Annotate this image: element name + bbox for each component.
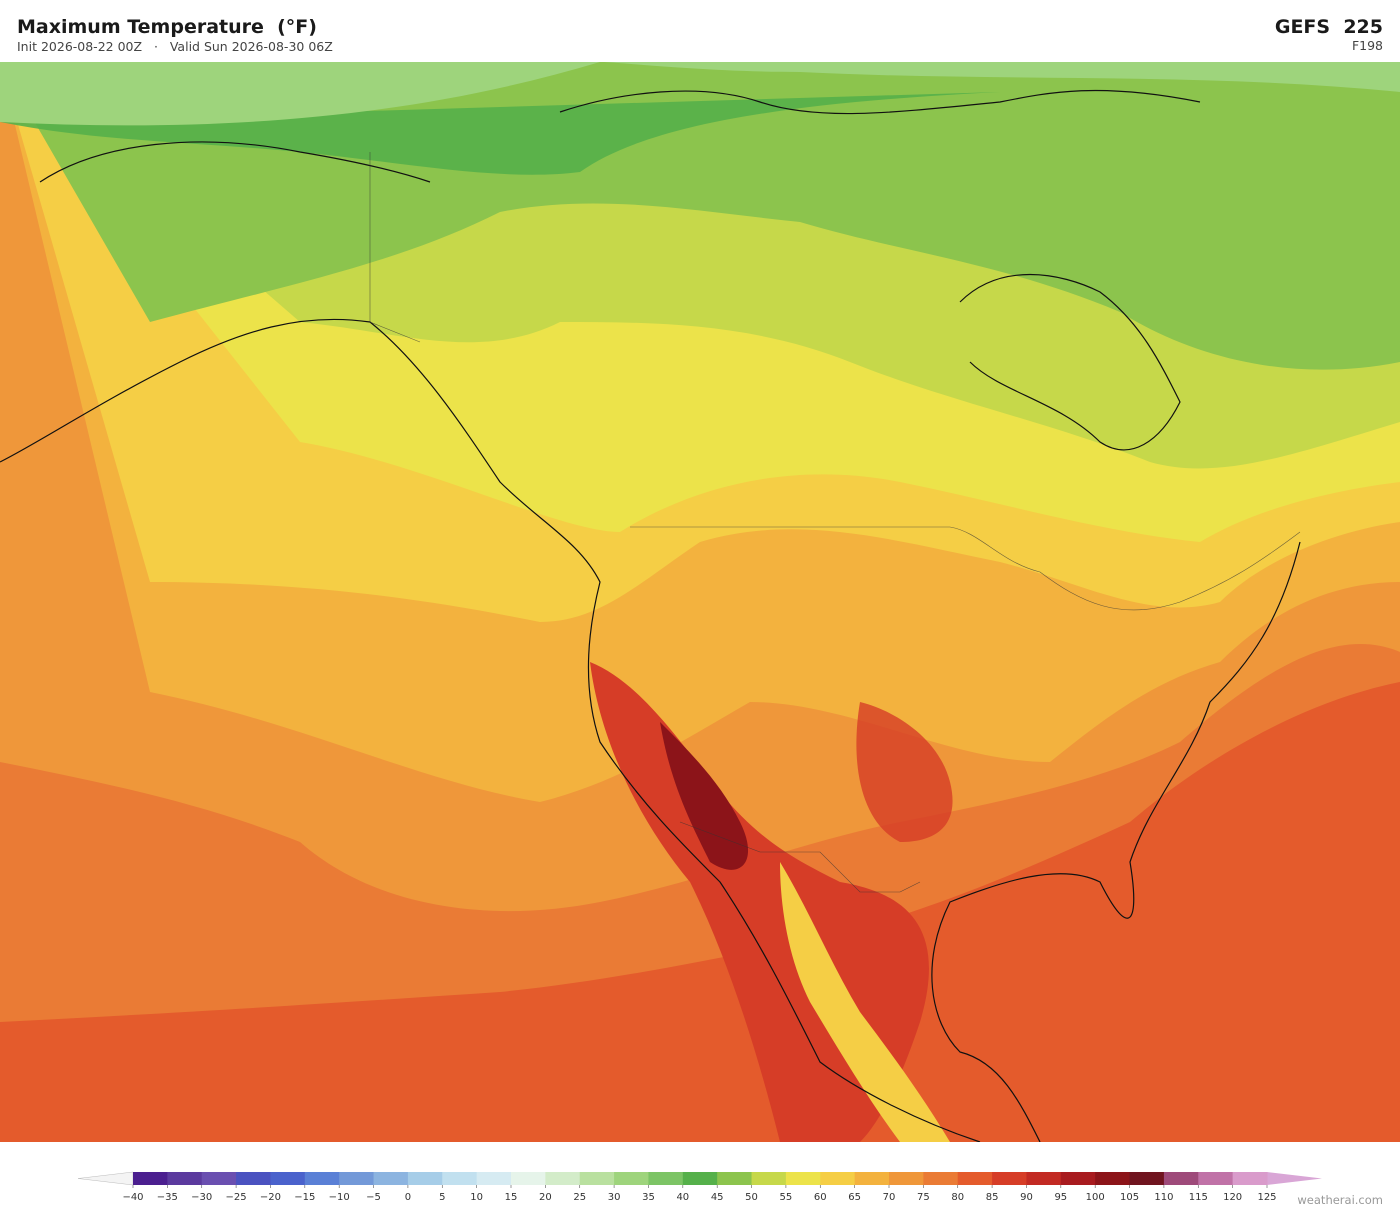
colorbar-tick-label: 5: [439, 1192, 445, 1203]
colorbar-tick-label: 55: [780, 1192, 793, 1203]
colorbar-tick-label: 110: [1154, 1192, 1173, 1203]
colorbar-over: [1267, 1172, 1322, 1185]
colorbar-segment: [889, 1172, 924, 1185]
colorbar-segment: [1198, 1172, 1234, 1185]
model-label: GEFS 225: [1274, 16, 1383, 38]
colorbar-tick-label: 105: [1120, 1192, 1139, 1203]
colorbar-tick-label: −25: [226, 1192, 247, 1203]
colorbar-segment: [682, 1172, 718, 1185]
colorbar-tick-label: −20: [260, 1192, 281, 1203]
colorbar-segment: [167, 1172, 203, 1185]
colorbar-tick-label: 115: [1189, 1192, 1208, 1203]
colorbar-tick-label: 95: [1054, 1192, 1067, 1203]
colorbar-tick-label: 90: [1020, 1192, 1033, 1203]
colorbar-tick-label: 65: [848, 1192, 861, 1203]
colorbar-tick-label: −35: [157, 1192, 178, 1203]
colorbar-under: [77, 1171, 134, 1186]
colorbar-tick-label: −15: [294, 1192, 315, 1203]
colorbar-segment: [201, 1172, 237, 1185]
colorbar-tick-label: 85: [986, 1192, 999, 1203]
colorbar-segment: [751, 1172, 787, 1185]
map-field: [0, 62, 1400, 126]
map-field: [660, 722, 749, 870]
colorbar-segment: [1129, 1172, 1165, 1185]
credit: weatherai.com: [1297, 1193, 1383, 1207]
colorbar-tick-label: 100: [1086, 1192, 1105, 1203]
colorbar-tick-label: −30: [191, 1192, 212, 1203]
colorbar-segment: [923, 1172, 959, 1185]
colorbar-segment: [992, 1172, 1027, 1185]
colorbar-segment: [854, 1172, 890, 1185]
map-field: [856, 702, 953, 842]
colorbar-tick-label: 80: [951, 1192, 964, 1203]
colorbar-tick-label: 25: [573, 1192, 586, 1203]
forecast-hour: F198: [1351, 38, 1383, 53]
colorbar-segment: [820, 1172, 856, 1185]
colorbar-tick-label: −10: [329, 1192, 350, 1203]
colorbar-tick-label: 70: [883, 1192, 896, 1203]
colorbar-segment: [1163, 1172, 1199, 1185]
borders: [369, 152, 1301, 893]
colorbar-tick-label: 30: [608, 1192, 621, 1203]
colorbar-segment: [373, 1172, 409, 1185]
colorbar-tick-label: 125: [1257, 1192, 1276, 1203]
colorbar: −40 −35 −30 −25 −20 −15 −10 −5 0 5 10 15 20 25 30 35 40 4…: [77, 1171, 1322, 1203]
colorbar-segment: [579, 1172, 615, 1185]
colorbar-segment: [1026, 1172, 1062, 1185]
colorbar-segment: [957, 1172, 993, 1185]
colorbar-tick-label: 0: [405, 1192, 411, 1203]
colorbar-segment: [717, 1172, 753, 1185]
colorbar-tick-label: 15: [505, 1192, 518, 1203]
colorbar-tick-label: 50: [745, 1192, 758, 1203]
colorbar-tick-label: 120: [1223, 1192, 1242, 1203]
colorbar-tick-label: 40: [676, 1192, 689, 1203]
colorbar-segment: [545, 1172, 581, 1185]
colorbar-segment: [511, 1172, 546, 1185]
colorbar-tick-label: 60: [814, 1192, 827, 1203]
colorbar-segment: [1232, 1172, 1268, 1185]
colorbar-segment: [614, 1172, 649, 1185]
colorbar-segment: [648, 1172, 684, 1185]
colorbar-segment: [476, 1172, 512, 1185]
colorbar-tick-label: 75: [917, 1192, 930, 1203]
colorbar-segment: [133, 1172, 168, 1185]
colorbar-segment: [1095, 1172, 1131, 1185]
colorbar-segment: [339, 1172, 375, 1185]
colorbar-segment: [442, 1172, 478, 1185]
colorbar-segment: [236, 1172, 271, 1185]
colorbar-tick-label: −40: [122, 1192, 143, 1203]
map-title: Maximum Temperature (°F): [17, 16, 317, 38]
colorbar-tick-label: 45: [711, 1192, 724, 1203]
colorbar-segment: [407, 1172, 443, 1185]
colorbar-segment: [270, 1172, 306, 1185]
colorbar-segment: [1060, 1172, 1096, 1185]
colorbar-tick-label: −5: [366, 1192, 381, 1203]
map: [0, 62, 1400, 1142]
colorbar-tick-label: 20: [539, 1192, 552, 1203]
map-subtitle: Init 2026-08-22 00Z · Valid Sun 2026-08-…: [17, 39, 333, 54]
colorbar-segment: [304, 1172, 340, 1185]
map-field: [0, 92, 1000, 175]
coastlines: [0, 89, 1301, 1142]
colorbar-tick-label: 10: [470, 1192, 483, 1203]
map-field: [780, 862, 950, 1142]
colorbar-segment: [785, 1172, 821, 1185]
colorbar-tick-label: 35: [642, 1192, 655, 1203]
